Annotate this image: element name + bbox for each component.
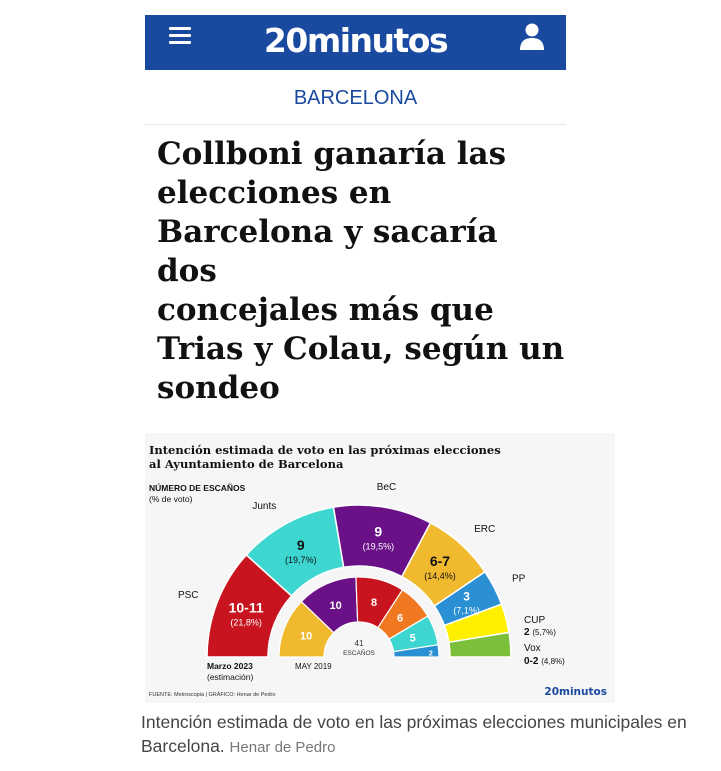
image-caption: Intención estimada de voto en las próxim… bbox=[141, 710, 701, 760]
inner-seat-label: 5 bbox=[410, 633, 416, 645]
outer-vote-label: (21,8%) bbox=[230, 617, 262, 627]
inner-seat-label: 10 bbox=[330, 600, 342, 612]
outer-ring-label-sub: (estimación) bbox=[207, 672, 253, 682]
party-label-bec: BeC bbox=[377, 482, 396, 493]
inner-ring-label: MAY 2019 bbox=[295, 662, 332, 671]
outer-seat-label: 3 bbox=[463, 590, 470, 604]
infographic-subtitle-sub: (% de voto) bbox=[149, 494, 193, 504]
seat-chart: Intención estimada de voto en las próxim… bbox=[149, 443, 607, 698]
outer-vote-label: (19,5%) bbox=[363, 542, 395, 552]
outer-seat-label: 6-7 bbox=[430, 553, 450, 569]
infographic-title: al Ayuntamiento de Barcelona bbox=[149, 457, 344, 471]
seat-slice-vox bbox=[447, 631, 512, 658]
infographic-title: Intención estimada de voto en las próxim… bbox=[149, 443, 501, 457]
caption-text: Intención estimada de voto en las próxim… bbox=[141, 712, 687, 756]
header-divider bbox=[145, 124, 566, 125]
headline-line: Trias y Colau, según un bbox=[157, 331, 565, 367]
outer-vote-label: (7,1%) bbox=[453, 606, 480, 616]
inner-total-label: ESCAÑOS bbox=[343, 648, 375, 657]
headline-line: Collboni ganaría las bbox=[157, 136, 507, 172]
outer-vote-label: (19,7%) bbox=[285, 555, 317, 565]
inner-seat-label: 2 bbox=[429, 650, 433, 657]
party-seat-vote-vox: 0-2 (4,8%) bbox=[524, 656, 565, 667]
headline-line: sondeo bbox=[157, 370, 280, 406]
outer-seat-label: 9 bbox=[297, 537, 305, 553]
party-label-pp: PP bbox=[512, 573, 526, 584]
party-label-psc: PSC bbox=[178, 590, 199, 601]
outer-ring-label: Marzo 2023 bbox=[207, 661, 253, 671]
infographic-brand: 20minutos bbox=[544, 686, 607, 698]
headline-line: concejales más que bbox=[157, 292, 494, 328]
inner-seat-label: 8 bbox=[371, 597, 377, 609]
party-seat-vote-cup: 2 (5,7%) bbox=[524, 627, 556, 638]
section-link-barcelona[interactable]: BARCELONA bbox=[293, 87, 418, 109]
hamburger-menu-icon[interactable] bbox=[169, 27, 191, 45]
party-label-junts: Junts bbox=[252, 501, 276, 512]
caption-credit: Henar de Pedro bbox=[229, 739, 336, 756]
site-header: 20minutos bbox=[145, 15, 566, 70]
headline-line: Barcelona y sacaría dos bbox=[157, 214, 498, 289]
outer-seat-label: 9 bbox=[374, 524, 382, 540]
user-profile-icon[interactable] bbox=[519, 22, 545, 50]
infographic-image[interactable]: Intención estimada de voto en las próxim… bbox=[145, 433, 615, 703]
article-headline: Collboni ganaría las elecciones en Barce… bbox=[157, 135, 567, 408]
infographic-source: FUENTE: Metroscopia | GRÁFICO: Henar de … bbox=[149, 691, 275, 698]
inner-total-value: 41 bbox=[355, 639, 364, 648]
outer-seat-label: 10-11 bbox=[229, 599, 264, 615]
inner-seat-label: 6 bbox=[397, 612, 403, 624]
outer-vote-label: (14,4%) bbox=[424, 571, 456, 581]
headline-line: elecciones en bbox=[157, 175, 392, 211]
infographic-subtitle: NÚMERO DE ESCAÑOS bbox=[149, 482, 246, 493]
party-label-erc: ERC bbox=[474, 524, 495, 535]
site-logo[interactable]: 20minutos bbox=[263, 21, 449, 60]
seat-slice-2019 bbox=[392, 644, 440, 658]
party-label-vox: Vox bbox=[524, 643, 541, 654]
party-label-cup: CUP bbox=[524, 615, 545, 626]
inner-seat-label: 10 bbox=[300, 631, 312, 643]
